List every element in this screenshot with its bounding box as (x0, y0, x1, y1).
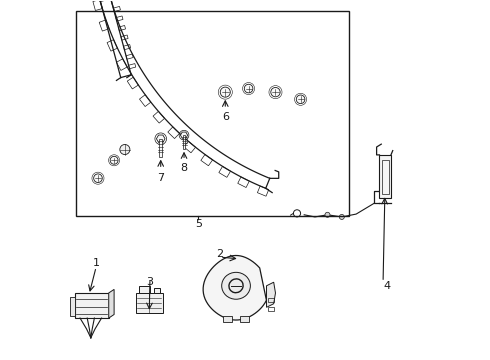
Text: 3: 3 (147, 277, 153, 287)
Bar (74, 293, 109, 318)
Circle shape (110, 156, 118, 164)
Circle shape (120, 144, 130, 154)
Bar (159, 139, 162, 157)
Bar (223, 316, 232, 322)
Bar (76, 12, 349, 216)
Bar (379, 155, 391, 198)
Circle shape (339, 215, 344, 220)
Text: 6: 6 (222, 112, 229, 122)
Polygon shape (156, 135, 165, 143)
Bar (136, 293, 163, 313)
Bar (153, 288, 160, 293)
Circle shape (245, 84, 253, 93)
Bar (71, 297, 75, 316)
Circle shape (271, 87, 280, 97)
Bar (183, 135, 186, 149)
Polygon shape (180, 132, 188, 138)
Text: 5: 5 (195, 219, 202, 229)
Circle shape (220, 87, 230, 97)
Text: 4: 4 (383, 281, 390, 291)
Circle shape (325, 212, 330, 217)
Bar (240, 316, 248, 322)
Text: 1: 1 (93, 258, 99, 268)
Bar (382, 159, 389, 194)
Text: 2: 2 (216, 248, 223, 258)
Bar (268, 298, 274, 302)
Bar (268, 307, 274, 311)
Bar (139, 286, 150, 293)
Text: 7: 7 (157, 173, 164, 183)
Polygon shape (267, 282, 275, 307)
Circle shape (94, 174, 102, 183)
Ellipse shape (221, 273, 250, 299)
Circle shape (296, 95, 305, 104)
Polygon shape (203, 256, 267, 320)
Polygon shape (109, 289, 114, 318)
Text: 8: 8 (180, 163, 188, 173)
